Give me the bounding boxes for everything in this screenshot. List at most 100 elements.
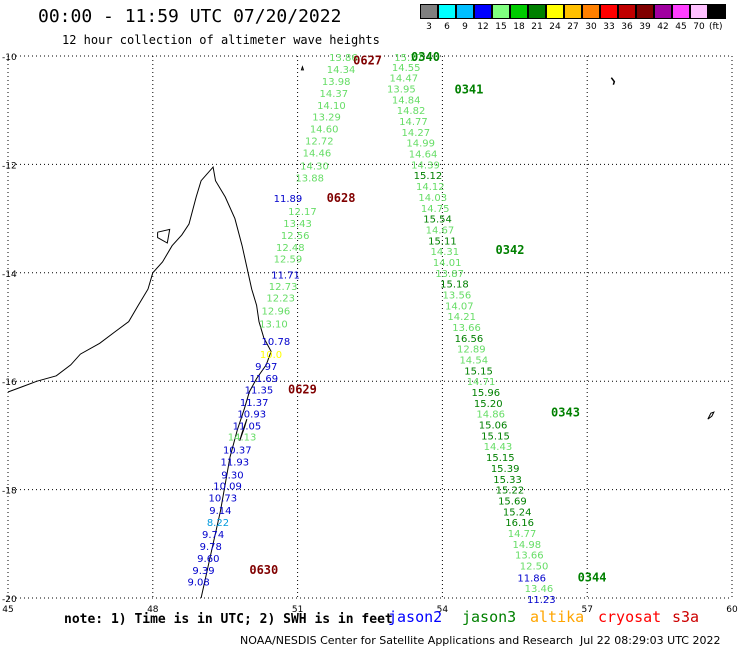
scale-label: 9	[462, 22, 468, 32]
satellite-legend-altika: altika	[530, 608, 585, 626]
wave-height-value: 12.89	[457, 345, 486, 356]
wave-height-value: 14.01	[433, 258, 462, 269]
scale-swatch	[618, 4, 636, 19]
wave-height-value: 14.30	[300, 161, 329, 172]
wave-height-value: 13.56	[443, 290, 472, 301]
wave-height-value: 13.98	[322, 77, 351, 88]
credit-text: NOAA/NESDIS Center for Satellite Applica…	[240, 634, 574, 647]
wave-height-value: 9.08	[188, 578, 210, 589]
wave-height-value: 11.71	[271, 270, 300, 281]
scale-label: 24	[549, 22, 561, 32]
scale-swatch	[708, 4, 726, 19]
scale-label: 6	[444, 22, 450, 32]
wave-height-value: 14.13	[228, 432, 257, 443]
wave-height-value: 15.96	[472, 388, 501, 399]
wave-height-value: 14.03	[418, 193, 447, 204]
madagascar-coastline	[7, 165, 272, 599]
wave-height-value: 11.93	[221, 457, 250, 468]
time-label: 0630	[249, 563, 278, 577]
wave-height-value: 15.15	[464, 366, 493, 377]
wave-height-value: 15.20	[474, 399, 503, 410]
scale-swatch	[420, 4, 438, 19]
wave-height-value: 14.98	[513, 540, 542, 551]
lon-tick-label: 60	[726, 605, 738, 615]
island-small	[300, 65, 305, 71]
wave-height-value: 12.56	[281, 231, 310, 242]
scale-swatch	[582, 4, 600, 19]
timestamp-text: Jul 22 08:29:03 UTC 2022	[580, 634, 721, 647]
scale-swatch	[600, 4, 618, 19]
island-agalega	[610, 77, 616, 85]
wave-height-value: 12.72	[305, 137, 334, 148]
lat-tick-label: -10	[2, 53, 17, 63]
wave-height-value: 9.14	[209, 506, 231, 517]
wave-height-value: 16.16	[505, 518, 534, 529]
wave-height-value: 15.06	[479, 421, 508, 432]
wave-height-value: 11.23	[527, 595, 556, 606]
wave-height-value: 14.71	[467, 377, 496, 388]
lat-tick-label: -16	[2, 378, 17, 388]
time-label: 0342	[496, 243, 525, 257]
map-subtitle: 12 hour collection of altimeter wave hei…	[62, 33, 380, 47]
lon-tick-label: 54	[437, 605, 449, 615]
scale-swatch	[438, 4, 456, 19]
scale-swatch	[492, 4, 510, 19]
wave-height-value: 15.11	[428, 236, 457, 247]
wave-height-value: 10.37	[223, 445, 252, 456]
wave-height-value: 13.29	[312, 113, 341, 124]
scale-swatch	[546, 4, 564, 19]
scale-label: 21	[531, 22, 543, 32]
wave-height-value: 12.50	[520, 561, 549, 572]
lat-tick-label: -12	[2, 161, 17, 171]
wave-height-value: 10.93	[237, 410, 266, 421]
island-sainte-marie	[239, 418, 248, 441]
wave-height-value: 14.84	[392, 95, 421, 106]
wave-height-value: 14.77	[508, 529, 537, 540]
wave-height-value: 15.39	[491, 464, 520, 475]
scale-label: 70	[693, 22, 705, 32]
scale-label: 12	[477, 22, 489, 32]
wave-height-value: 14.10	[317, 101, 346, 112]
wave-height-value: 13.66	[515, 551, 544, 562]
satellite-legend-jason2: jason2	[388, 608, 443, 626]
wave-height-value: 11.37	[240, 398, 269, 409]
wave-height-value: 16.56	[455, 334, 484, 345]
wave-height-value: 13.95	[387, 85, 416, 96]
wave-height-value: 12.59	[274, 255, 303, 266]
time-label: 0343	[551, 406, 580, 420]
scale-swatch	[564, 4, 582, 19]
wave-height-value: 10.78	[262, 337, 291, 348]
scale-label: 3	[426, 22, 432, 32]
map-title: 00:00 - 11:59 UTC 07/20/2022	[38, 6, 342, 27]
scale-label: 39	[639, 22, 651, 32]
time-label: 0629	[288, 382, 317, 396]
wave-height-value: 14.43	[484, 442, 513, 453]
scale-label: 15	[495, 22, 507, 32]
scale-label: 42	[657, 22, 669, 32]
wave-height-value: 15.33	[493, 475, 522, 486]
wave-height-value: 13.86	[329, 53, 358, 64]
wave-height-value: 14.54	[459, 356, 488, 367]
wave-height-value: 14.67	[426, 225, 455, 236]
scale-swatch	[510, 4, 528, 19]
wave-height-value: 14.82	[397, 106, 426, 117]
scale-swatch	[654, 4, 672, 19]
island-nosy-be	[157, 228, 171, 244]
time-label: 0344	[578, 570, 607, 584]
wave-height-value: 14.34	[327, 65, 356, 76]
wave-height-value: 14.37	[319, 89, 348, 100]
wave-height-value: 9.78	[200, 542, 222, 553]
time-label: 0628	[327, 191, 356, 205]
scale-label: 27	[567, 22, 579, 32]
scale-label: 36	[621, 22, 633, 32]
lon-tick-label: 48	[147, 605, 159, 615]
scale-swatch	[456, 4, 474, 19]
scale-swatch	[672, 4, 690, 19]
wave-height-value: 14.64	[409, 150, 438, 161]
satellite-legend-jason3: jason3	[462, 608, 517, 626]
wave-height-value: 9.97	[255, 362, 277, 373]
wave-height-value: 8.22	[207, 518, 229, 529]
wave-height-value: 13.10	[259, 320, 288, 331]
wave-height-value: 14.75	[421, 204, 450, 215]
